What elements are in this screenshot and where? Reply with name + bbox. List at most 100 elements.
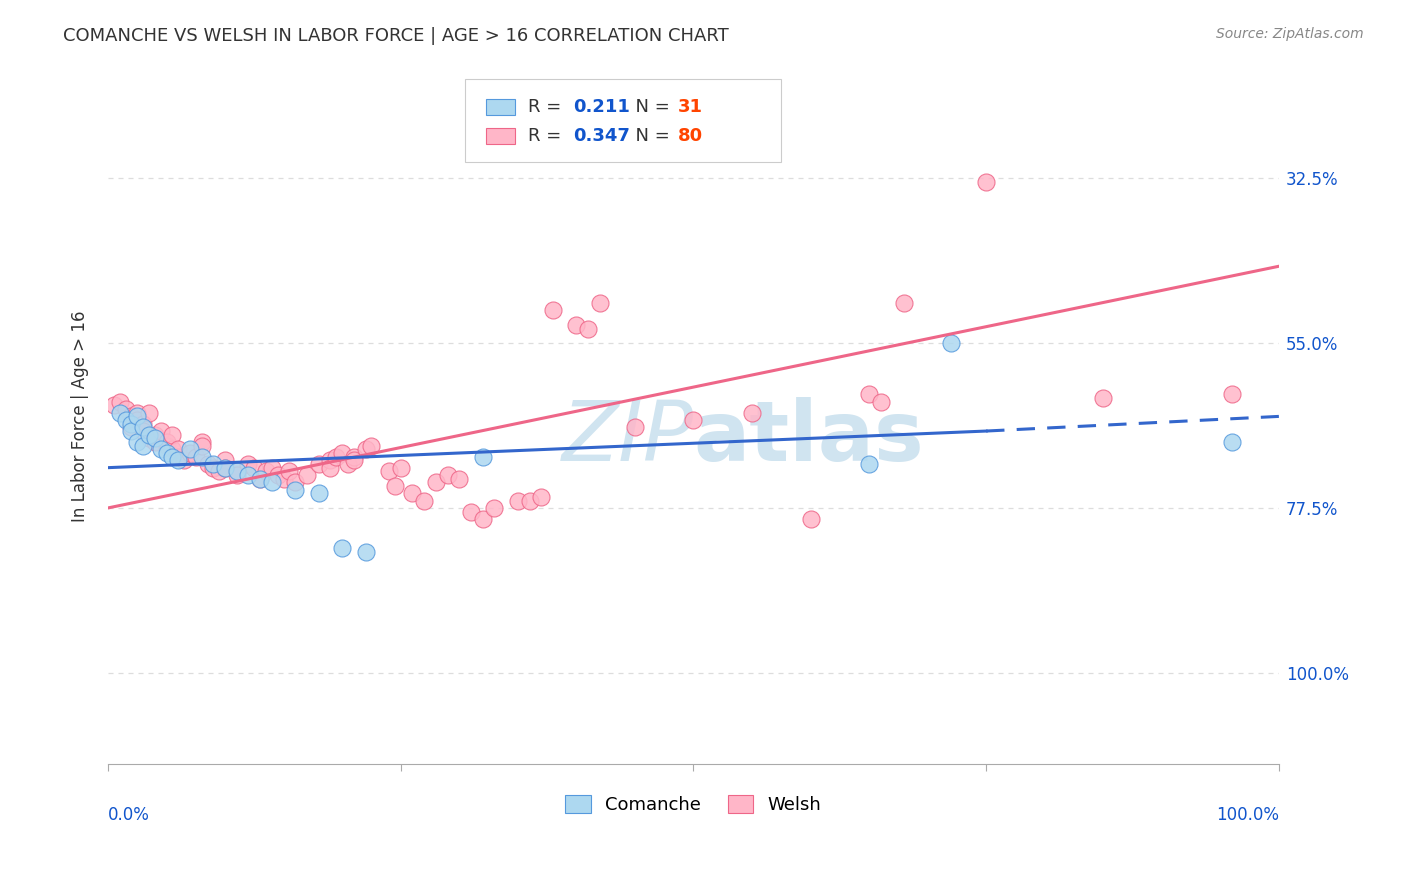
- Point: [138, 406, 160, 420]
- Text: 0.347: 0.347: [572, 127, 630, 145]
- Point: [202, 457, 225, 471]
- Point: [1220, 387, 1243, 401]
- Text: Source: ZipAtlas.com: Source: ZipAtlas.com: [1216, 27, 1364, 41]
- Point: [214, 453, 236, 467]
- Point: [319, 460, 342, 475]
- Point: [243, 460, 266, 475]
- Legend: Comanche, Welsh: Comanche, Welsh: [558, 788, 828, 822]
- Point: [138, 431, 160, 445]
- Point: [167, 450, 190, 464]
- Point: [184, 450, 207, 464]
- Point: [143, 431, 166, 445]
- Point: [343, 453, 366, 467]
- Point: [120, 409, 142, 424]
- Point: [143, 435, 166, 450]
- Text: 100.0%: 100.0%: [1216, 806, 1279, 824]
- Point: [127, 406, 149, 420]
- Point: [197, 457, 219, 471]
- Point: [120, 424, 142, 438]
- Point: [132, 439, 155, 453]
- Point: [436, 467, 458, 482]
- Point: [858, 387, 880, 401]
- Point: [799, 512, 821, 526]
- Point: [225, 467, 247, 482]
- Point: [519, 493, 541, 508]
- Y-axis label: In Labor Force | Age > 16: In Labor Force | Age > 16: [72, 310, 89, 522]
- Point: [260, 475, 283, 490]
- Point: [214, 460, 236, 475]
- Point: [108, 406, 131, 420]
- Point: [308, 457, 330, 471]
- Text: COMANCHE VS WELSH IN LABOR FORCE | AGE > 16 CORRELATION CHART: COMANCHE VS WELSH IN LABOR FORCE | AGE >…: [63, 27, 730, 45]
- Text: 31: 31: [678, 98, 703, 116]
- Point: [460, 505, 482, 519]
- Point: [413, 493, 436, 508]
- Point: [132, 417, 155, 431]
- Point: [295, 467, 318, 482]
- Point: [354, 442, 377, 457]
- Point: [343, 450, 366, 464]
- Point: [506, 493, 529, 508]
- Point: [330, 541, 353, 556]
- Point: [319, 453, 342, 467]
- Point: [214, 460, 236, 475]
- Point: [378, 464, 401, 478]
- Point: [238, 457, 260, 471]
- Point: [939, 336, 962, 351]
- Point: [974, 175, 997, 189]
- Point: [149, 442, 172, 457]
- Point: [127, 409, 149, 424]
- Text: 80: 80: [678, 127, 703, 145]
- Point: [354, 545, 377, 559]
- Point: [120, 420, 142, 434]
- Point: [471, 512, 494, 526]
- Point: [576, 321, 599, 335]
- Point: [190, 450, 212, 464]
- Point: [1092, 391, 1115, 405]
- Point: [127, 413, 149, 427]
- Text: N =: N =: [624, 127, 676, 145]
- FancyBboxPatch shape: [465, 79, 782, 162]
- Point: [249, 472, 271, 486]
- Point: [741, 406, 763, 420]
- Point: [173, 453, 195, 467]
- Point: [284, 483, 307, 497]
- Point: [249, 472, 271, 486]
- Point: [308, 486, 330, 500]
- Point: [190, 439, 212, 453]
- Text: R =: R =: [529, 127, 568, 145]
- Point: [167, 453, 190, 467]
- Text: 0.211: 0.211: [572, 98, 630, 116]
- Point: [132, 424, 155, 438]
- Point: [138, 427, 160, 442]
- Point: [273, 472, 295, 486]
- FancyBboxPatch shape: [486, 99, 516, 115]
- Point: [179, 442, 201, 457]
- Point: [155, 439, 177, 453]
- Point: [132, 420, 155, 434]
- Point: [893, 296, 915, 310]
- Point: [869, 394, 891, 409]
- Point: [202, 460, 225, 475]
- Text: N =: N =: [624, 98, 676, 116]
- Point: [120, 417, 142, 431]
- Point: [565, 318, 588, 332]
- Point: [589, 296, 612, 310]
- Point: [225, 464, 247, 478]
- Point: [162, 442, 184, 457]
- Point: [114, 402, 136, 417]
- Point: [389, 460, 412, 475]
- Point: [401, 486, 423, 500]
- Point: [149, 424, 172, 438]
- Point: [858, 457, 880, 471]
- Point: [155, 446, 177, 460]
- Point: [260, 460, 283, 475]
- Point: [425, 475, 447, 490]
- FancyBboxPatch shape: [486, 128, 516, 145]
- Text: R =: R =: [529, 98, 568, 116]
- Point: [143, 427, 166, 442]
- Point: [190, 435, 212, 450]
- Point: [162, 427, 184, 442]
- Point: [682, 413, 704, 427]
- Point: [1220, 435, 1243, 450]
